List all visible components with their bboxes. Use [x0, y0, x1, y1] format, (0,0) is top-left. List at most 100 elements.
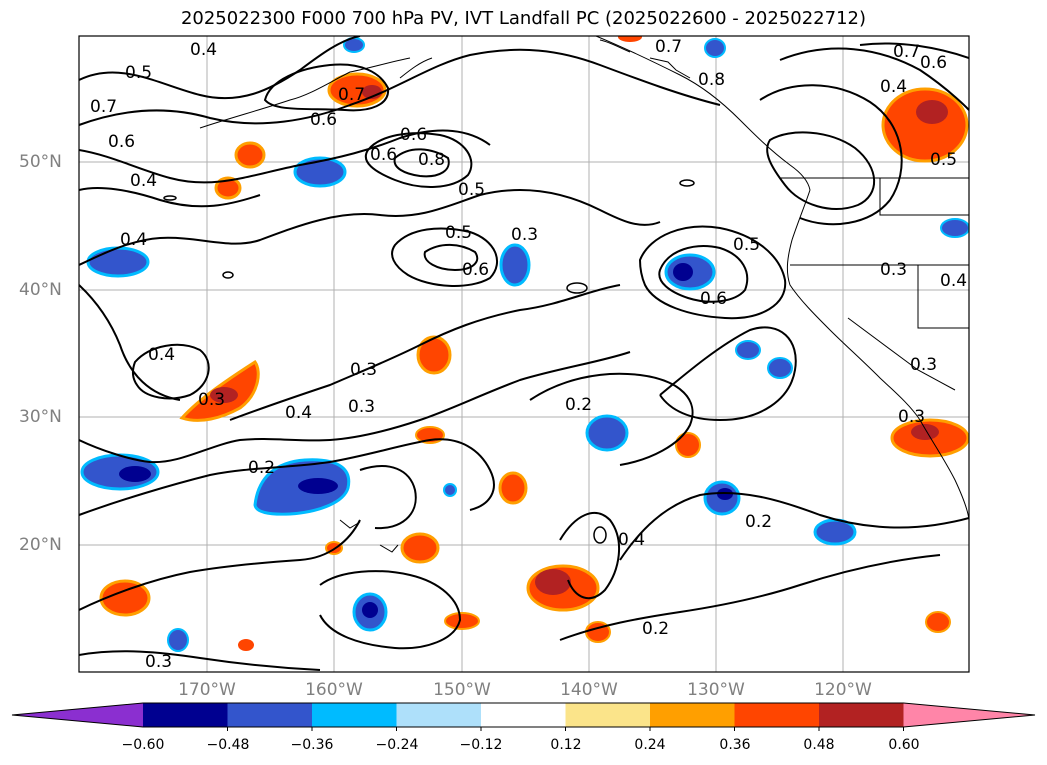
lon-label-160w: 160°W: [305, 680, 363, 700]
colorbar-segment: [312, 703, 397, 727]
lon-label-150w: 150°W: [433, 680, 491, 700]
cool-blob: [499, 243, 531, 287]
lon-label-170w: 170°W: [178, 680, 236, 700]
contour-label: 0.5: [733, 235, 760, 255]
contour-label: 0.7: [655, 37, 682, 57]
colorbar-segment: [734, 703, 820, 727]
lat-label-40n: 40°N: [19, 280, 62, 300]
lon-label-130w: 130°W: [687, 680, 745, 700]
contour-label: 0.4: [190, 40, 217, 60]
warm-blob: [238, 639, 254, 651]
contour-label: 0.4: [130, 171, 157, 191]
contour-label: 0.3: [898, 407, 925, 427]
contour-label: 0.6: [920, 53, 947, 73]
warm-blob: [416, 335, 452, 375]
cool-blob: [443, 483, 457, 497]
colorbar-segment: [481, 703, 566, 727]
cool-blob: [293, 156, 347, 188]
contour-label: 0.4: [940, 271, 967, 291]
colorbar-tick-label: −0.36: [290, 737, 334, 753]
colorbar-extend-high: [903, 703, 1035, 727]
contour-label: 0.7: [338, 85, 365, 105]
cool-blob: [585, 414, 629, 452]
contour-label: 0.5: [445, 223, 472, 243]
cool-blob: [119, 466, 151, 482]
cool-blob: [940, 218, 969, 238]
contour-label: 0.8: [418, 150, 445, 170]
colorbar-segment: [565, 703, 651, 727]
warm-blob: [535, 569, 571, 595]
contour-label: 0.2: [565, 395, 592, 415]
contour-label: 0.4: [120, 230, 147, 250]
colorbar-tick-label: 0.48: [803, 737, 835, 753]
contour-label: 0.4: [880, 77, 907, 97]
warm-blob: [498, 471, 528, 505]
cool-blob: [673, 263, 693, 281]
lon-label-120w: 120°W: [814, 680, 872, 700]
contour-label: 0.3: [350, 360, 377, 380]
contour-label: 0.3: [198, 390, 225, 410]
contour-label: 0.4: [618, 530, 645, 550]
contour-label: 0.3: [348, 397, 375, 417]
contour-label: 0.5: [458, 180, 485, 200]
colorbar: [11, 702, 1036, 731]
contour-label: 0.3: [910, 355, 937, 375]
coastlines: [199, 36, 969, 553]
colorbar-extend-low: [12, 703, 143, 727]
warm-blob: [911, 424, 939, 440]
colorbar-tick-label: −0.60: [121, 737, 165, 753]
contour-label: 0.3: [880, 260, 907, 280]
contour-label: 0.7: [90, 97, 117, 117]
colorbar-tick-label: 0.24: [634, 737, 666, 753]
contour-label: 0.6: [310, 110, 337, 130]
contour-label: 0.2: [745, 512, 772, 532]
warm-blob: [210, 387, 238, 403]
colorbar-tick-label: −0.48: [206, 737, 250, 753]
pv-contours: [79, 36, 969, 671]
colorbar-segment: [227, 703, 313, 727]
colorbar-segment: [396, 703, 482, 727]
cool-blob: [717, 488, 733, 500]
cool-blob: [167, 628, 189, 652]
lat-label-50n: 50°N: [19, 152, 62, 172]
colorbar-segment: [143, 703, 228, 727]
contour-label: 0.6: [370, 145, 397, 165]
colorbar-tick-label: −0.12: [459, 737, 503, 753]
contour-label: 0.3: [145, 652, 172, 672]
cool-blob: [735, 340, 761, 360]
warm-blob: [400, 532, 440, 564]
warm-blob: [99, 579, 151, 617]
colorbar-segment: [650, 703, 735, 727]
lon-label-140w: 140°W: [560, 680, 618, 700]
contour-label: 0.6: [108, 132, 135, 152]
warm-blob: [925, 611, 951, 633]
colorbar-segment: [819, 703, 904, 727]
warm-blob: [234, 141, 266, 169]
colorbar-tick-label: 0.36: [719, 737, 751, 753]
colorbar-outline: [11, 702, 1036, 728]
map-title: 2025022300 F000 700 hPa PV, IVT Landfall…: [180, 8, 867, 29]
contour-label: 0.7: [893, 42, 920, 62]
contour-label: 0.5: [125, 63, 152, 83]
lat-label-20n: 20°N: [19, 535, 62, 555]
contour-label: 0.5: [930, 150, 957, 170]
lat-label-30n: 30°N: [19, 407, 62, 427]
cool-blob: [767, 357, 793, 379]
warm-blob: [675, 432, 701, 458]
contour-label: 0.8: [698, 70, 725, 90]
contour-label: 0.2: [642, 619, 669, 639]
pv-anomaly-shading: [80, 36, 969, 652]
colorbar-tick-label: 0.12: [550, 737, 582, 753]
contour-label: 0.2: [248, 458, 275, 478]
map-background: [79, 36, 969, 672]
warm-blob: [916, 100, 948, 124]
contour-label: 0.6: [400, 125, 427, 145]
colorbar-tick-label: −0.24: [375, 737, 419, 753]
cool-blob: [298, 478, 338, 494]
cool-blob: [86, 246, 150, 278]
cool-blob: [362, 602, 378, 618]
warm-blob: [618, 36, 642, 42]
small-contours: [163, 179, 695, 544]
contour-label: 0.6: [700, 289, 727, 309]
